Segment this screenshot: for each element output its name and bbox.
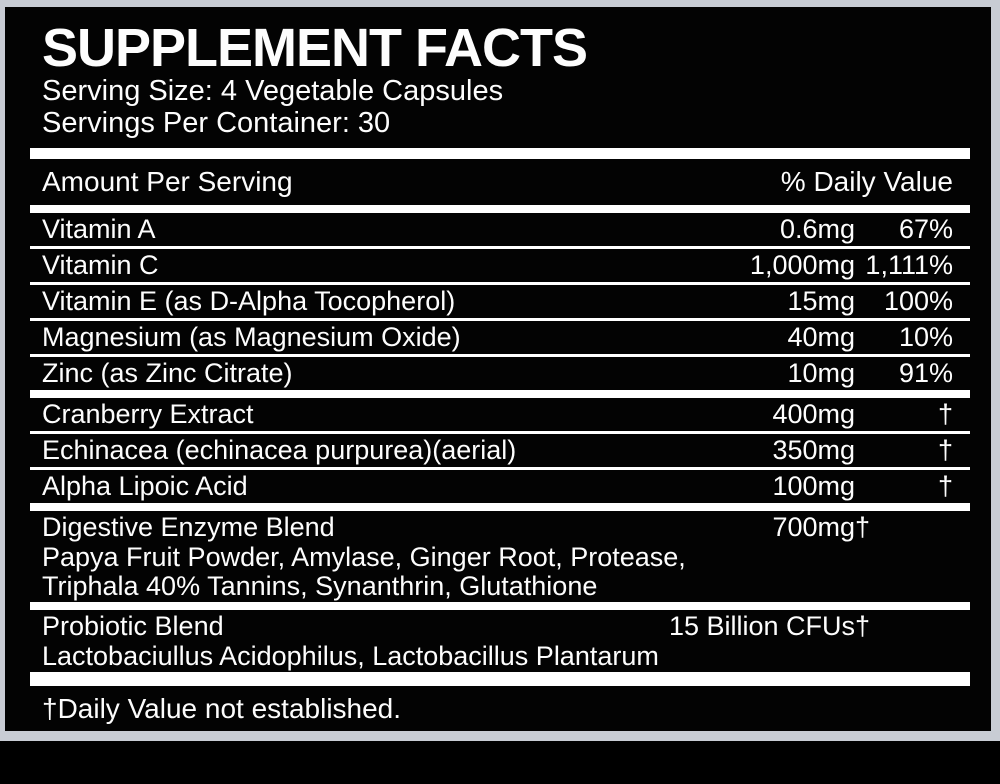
table-row: Alpha Lipoic Acid 100mg † (30, 470, 970, 503)
ingredient-daily-value: † (937, 399, 953, 429)
table-row-blend: Digestive Enzyme Blend 700mg † Papya Fru… (30, 511, 970, 602)
ingredient-amount: 15mg (787, 286, 855, 316)
ingredient-name: Vitamin E (as D-Alpha Tocopherol) (42, 286, 456, 316)
table-header-row: Amount Per Serving % Daily Value (30, 159, 970, 205)
separator-thin (30, 282, 970, 285)
separator-thin (30, 318, 970, 321)
label-outer-frame: SUPPLEMENT FACTS Serving Size: 4 Vegetab… (0, 0, 1000, 741)
separator-thin (30, 246, 970, 249)
ingredient-amount: 400mg (772, 399, 855, 429)
ingredient-daily-value: 91% (898, 358, 953, 388)
ingredient-amount: 0.6mg (779, 214, 855, 244)
ingredient-amount: 350mg (772, 435, 855, 465)
ingredient-amount: 1,000mg (749, 250, 855, 280)
blend-ingredients-line: Triphala 40% Tannins, Synanthrin, Glutat… (42, 571, 598, 601)
ingredient-name: Vitamin A (42, 214, 156, 244)
ingredient-name: Echinacea (echinacea purpurea)(aerial) (42, 435, 517, 465)
ingredient-name: Zinc (as Zinc Citrate) (42, 358, 293, 388)
panel-title: SUPPLEMENT FACTS (42, 18, 588, 78)
table-row: Cranberry Extract 400mg † (30, 398, 970, 431)
separator-thin (30, 431, 970, 434)
ingredient-name: Magnesium (as Magnesium Oxide) (42, 322, 461, 352)
ingredient-daily-value: 10% (898, 322, 953, 352)
ingredient-name: Alpha Lipoic Acid (42, 471, 248, 501)
ingredient-name: Cranberry Extract (42, 399, 254, 429)
table-row: Zinc (as Zinc Citrate) 10mg 91% (30, 357, 970, 390)
table-row: Vitamin A 0.6mg 67% (30, 213, 970, 246)
ingredient-daily-value: 67% (898, 214, 953, 244)
ingredient-daily-value: 1,111% (865, 250, 953, 280)
ingredient-amount: 15 Billion CFUs (668, 611, 855, 641)
table-row: Magnesium (as Magnesium Oxide) 40mg 10% (30, 321, 970, 354)
supplement-facts-panel: SUPPLEMENT FACTS Serving Size: 4 Vegetab… (5, 7, 991, 731)
separator-thick (30, 602, 970, 610)
separator-header-bottom (30, 205, 970, 213)
separator-extra-thick (30, 672, 970, 686)
daily-value-header: % Daily Value (780, 166, 953, 197)
blend-ingredients-line: Lactobaciullus Acidophilus, Lactobacillu… (42, 641, 659, 671)
ingredient-name: Digestive Enzyme Blend (42, 512, 335, 542)
separator-thin (30, 467, 970, 470)
amount-per-serving-header: Amount Per Serving (42, 166, 293, 197)
blend-ingredients-line: Papya Fruit Powder, Amylase, Ginger Root… (42, 542, 686, 572)
serving-size-line: Serving Size: 4 Vegetable Capsules (42, 75, 504, 107)
separator-top (30, 148, 970, 159)
ingredient-daily-value: † (937, 471, 953, 501)
ingredient-name: Probiotic Blend (42, 611, 224, 641)
table-row-blend: Probiotic Blend 15 Billion CFUs † Lactob… (30, 610, 970, 672)
daily-value-footnote: †Daily Value not established. (42, 693, 402, 724)
ingredient-daily-value: † (855, 611, 871, 641)
ingredient-amount: 700mg (772, 512, 855, 542)
separator-thick (30, 503, 970, 511)
ingredient-daily-value: 100% (883, 286, 953, 316)
ingredient-amount: 40mg (787, 322, 855, 352)
ingredient-daily-value: † (937, 435, 953, 465)
ingredient-name: Vitamin C (42, 250, 159, 280)
ingredient-amount: 100mg (772, 471, 855, 501)
table-row: Echinacea (echinacea purpurea)(aerial) 3… (30, 434, 970, 467)
table-row: Vitamin E (as D-Alpha Tocopherol) 15mg 1… (30, 285, 970, 318)
separator-thin (30, 354, 970, 357)
ingredient-amount: 10mg (787, 358, 855, 388)
bottom-black-strip (0, 741, 1000, 784)
separator-thick (30, 390, 970, 398)
servings-per-container-line: Servings Per Container: 30 (42, 107, 391, 139)
ingredient-daily-value: † (855, 512, 871, 542)
table-row: Vitamin C 1,000mg 1,111% (30, 249, 970, 282)
